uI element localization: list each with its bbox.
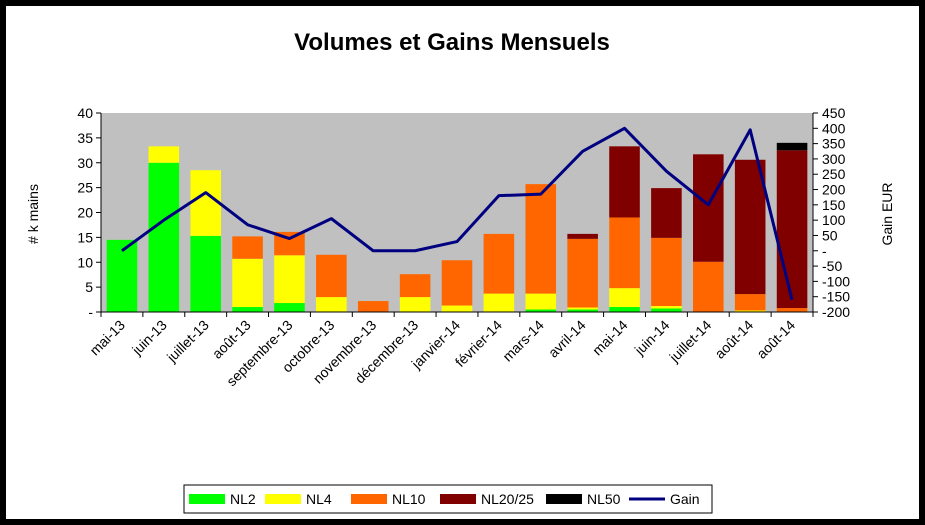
- bar-nl10: [651, 237, 682, 307]
- legend-label: NL4: [306, 491, 332, 507]
- bar-nl2: [651, 308, 682, 312]
- left-tick-label: 25: [77, 180, 93, 196]
- right-tick-label: 250: [822, 166, 846, 182]
- left-tick-label: -: [88, 304, 93, 320]
- bar-nl4: [734, 310, 766, 312]
- legend-swatch: [440, 494, 476, 504]
- right-tick-label: 100: [822, 212, 846, 228]
- x-tick-label: août-14: [711, 317, 756, 362]
- bar-nl2: [106, 239, 138, 312]
- right-tick-label: -: [822, 243, 827, 259]
- left-tick-label: 10: [77, 254, 93, 270]
- bar-nl4: [190, 170, 221, 236]
- x-tick-label: juillet-13: [163, 317, 212, 366]
- bar-nl2025: [776, 150, 808, 309]
- legend-swatch: [546, 494, 582, 504]
- right-tick-label: 50: [822, 227, 838, 243]
- right-tick-label: 350: [822, 136, 846, 152]
- left-tick-label: 20: [77, 205, 93, 221]
- left-tick-label: 35: [77, 130, 93, 146]
- legend-label: NL10: [392, 491, 426, 507]
- legend-label: NL20/25: [481, 491, 534, 507]
- bar-nl2: [232, 307, 263, 312]
- bar-nl4: [609, 288, 640, 308]
- x-tick-label: août-14: [753, 317, 798, 362]
- left-tick-label: 30: [77, 155, 93, 171]
- bar-nl4: [525, 293, 557, 310]
- x-tick-label: février-14: [452, 317, 505, 370]
- bar-nl10: [483, 233, 515, 294]
- x-tick-labels: mai-13 juin-13juillet-13août-13septembre-…: [86, 312, 814, 389]
- bar-nl10: [357, 301, 389, 312]
- bar-nl2025: [567, 233, 598, 239]
- x-tick-label: mai-13: [86, 317, 128, 359]
- bar-nl4: [316, 297, 347, 312]
- legend-swatch: [189, 494, 225, 504]
- bar-nl4: [148, 146, 180, 163]
- left-tick-label: 5: [85, 279, 93, 295]
- chart-frame: Volumes et Gains Mensuels - 5 10 15 20 25 30 35…: [6, 6, 919, 519]
- bar-nl10: [316, 254, 347, 298]
- bar-nl10: [776, 308, 808, 312]
- y-axis-label: # k mains: [25, 184, 41, 244]
- bar-nl4: [399, 297, 431, 312]
- bar-nl2: [525, 309, 557, 312]
- legend-label: Gain: [670, 491, 700, 507]
- right-tick-label: 300: [822, 151, 846, 167]
- bar-nl10: [525, 184, 557, 294]
- bar-nl4: [483, 293, 515, 312]
- right-tick-label: -150: [822, 289, 850, 305]
- chart-title: Volumes et Gains Mensuels: [294, 29, 610, 56]
- bar-nl2: [190, 235, 221, 312]
- bar-nl10: [399, 274, 431, 298]
- left-tick-label: 40: [77, 105, 93, 121]
- bar-nl10: [609, 217, 640, 289]
- y2-axis-label: Gain EUR: [879, 182, 895, 245]
- left-tick-label: 15: [77, 229, 93, 245]
- right-tick-label: 450: [822, 105, 846, 121]
- bar-nl4: [651, 306, 682, 309]
- right-tick-labels: -200-150-100-50-501001502002503003504004…: [813, 105, 850, 320]
- right-tick-label: -200: [822, 304, 850, 320]
- right-tick-label: -50: [822, 258, 842, 274]
- right-tick-label: 200: [822, 182, 846, 198]
- bar-nl2025: [734, 159, 766, 295]
- bar-nl2025: [609, 146, 640, 218]
- bar-nl10: [441, 260, 473, 306]
- chart-svg: Volumes et Gains Mensuels - 5 10 15 20 25 30 35…: [25, 29, 895, 514]
- x-tick-label: juillet-14: [666, 317, 715, 366]
- bar-nl2: [148, 162, 180, 312]
- bar-nl10: [567, 238, 598, 308]
- x-tick-label: mai-14: [589, 317, 631, 359]
- bar-nl2: [609, 307, 640, 312]
- left-tick-labels: - 5 10 15 20 25 30 35 40: [77, 105, 101, 320]
- right-tick-label: -100: [822, 273, 850, 289]
- bar-nl4: [441, 305, 473, 312]
- bar-nl10: [693, 261, 724, 312]
- legend-swatch: [265, 494, 301, 504]
- x-tick-label: mars-14: [499, 317, 547, 365]
- bar-nl50: [776, 142, 808, 151]
- gain-line-group: [121, 126, 794, 301]
- bar-nl2: [274, 303, 305, 312]
- bar-nl4: [232, 258, 263, 308]
- right-tick-label: 150: [822, 197, 846, 213]
- bars-group: [106, 142, 808, 312]
- gain-line: [121, 126, 794, 301]
- bar-nl2: [567, 309, 598, 312]
- x-tick-label: avril-14: [545, 317, 589, 361]
- legend: NL2 NL4 NL10 NL20/25 NL50 Gain: [189, 491, 700, 507]
- bar-nl10: [274, 231, 305, 256]
- right-tick-label: 400: [822, 120, 846, 136]
- bar-nl2025: [693, 154, 724, 262]
- legend-swatch: [351, 494, 387, 504]
- bar-nl10: [232, 236, 263, 259]
- legend-label: NL50: [587, 491, 621, 507]
- legend-label: NL2: [230, 491, 256, 507]
- bar-nl4: [567, 307, 598, 310]
- bar-nl2025: [651, 188, 682, 238]
- bar-nl10: [734, 294, 766, 311]
- bar-nl4: [274, 255, 305, 304]
